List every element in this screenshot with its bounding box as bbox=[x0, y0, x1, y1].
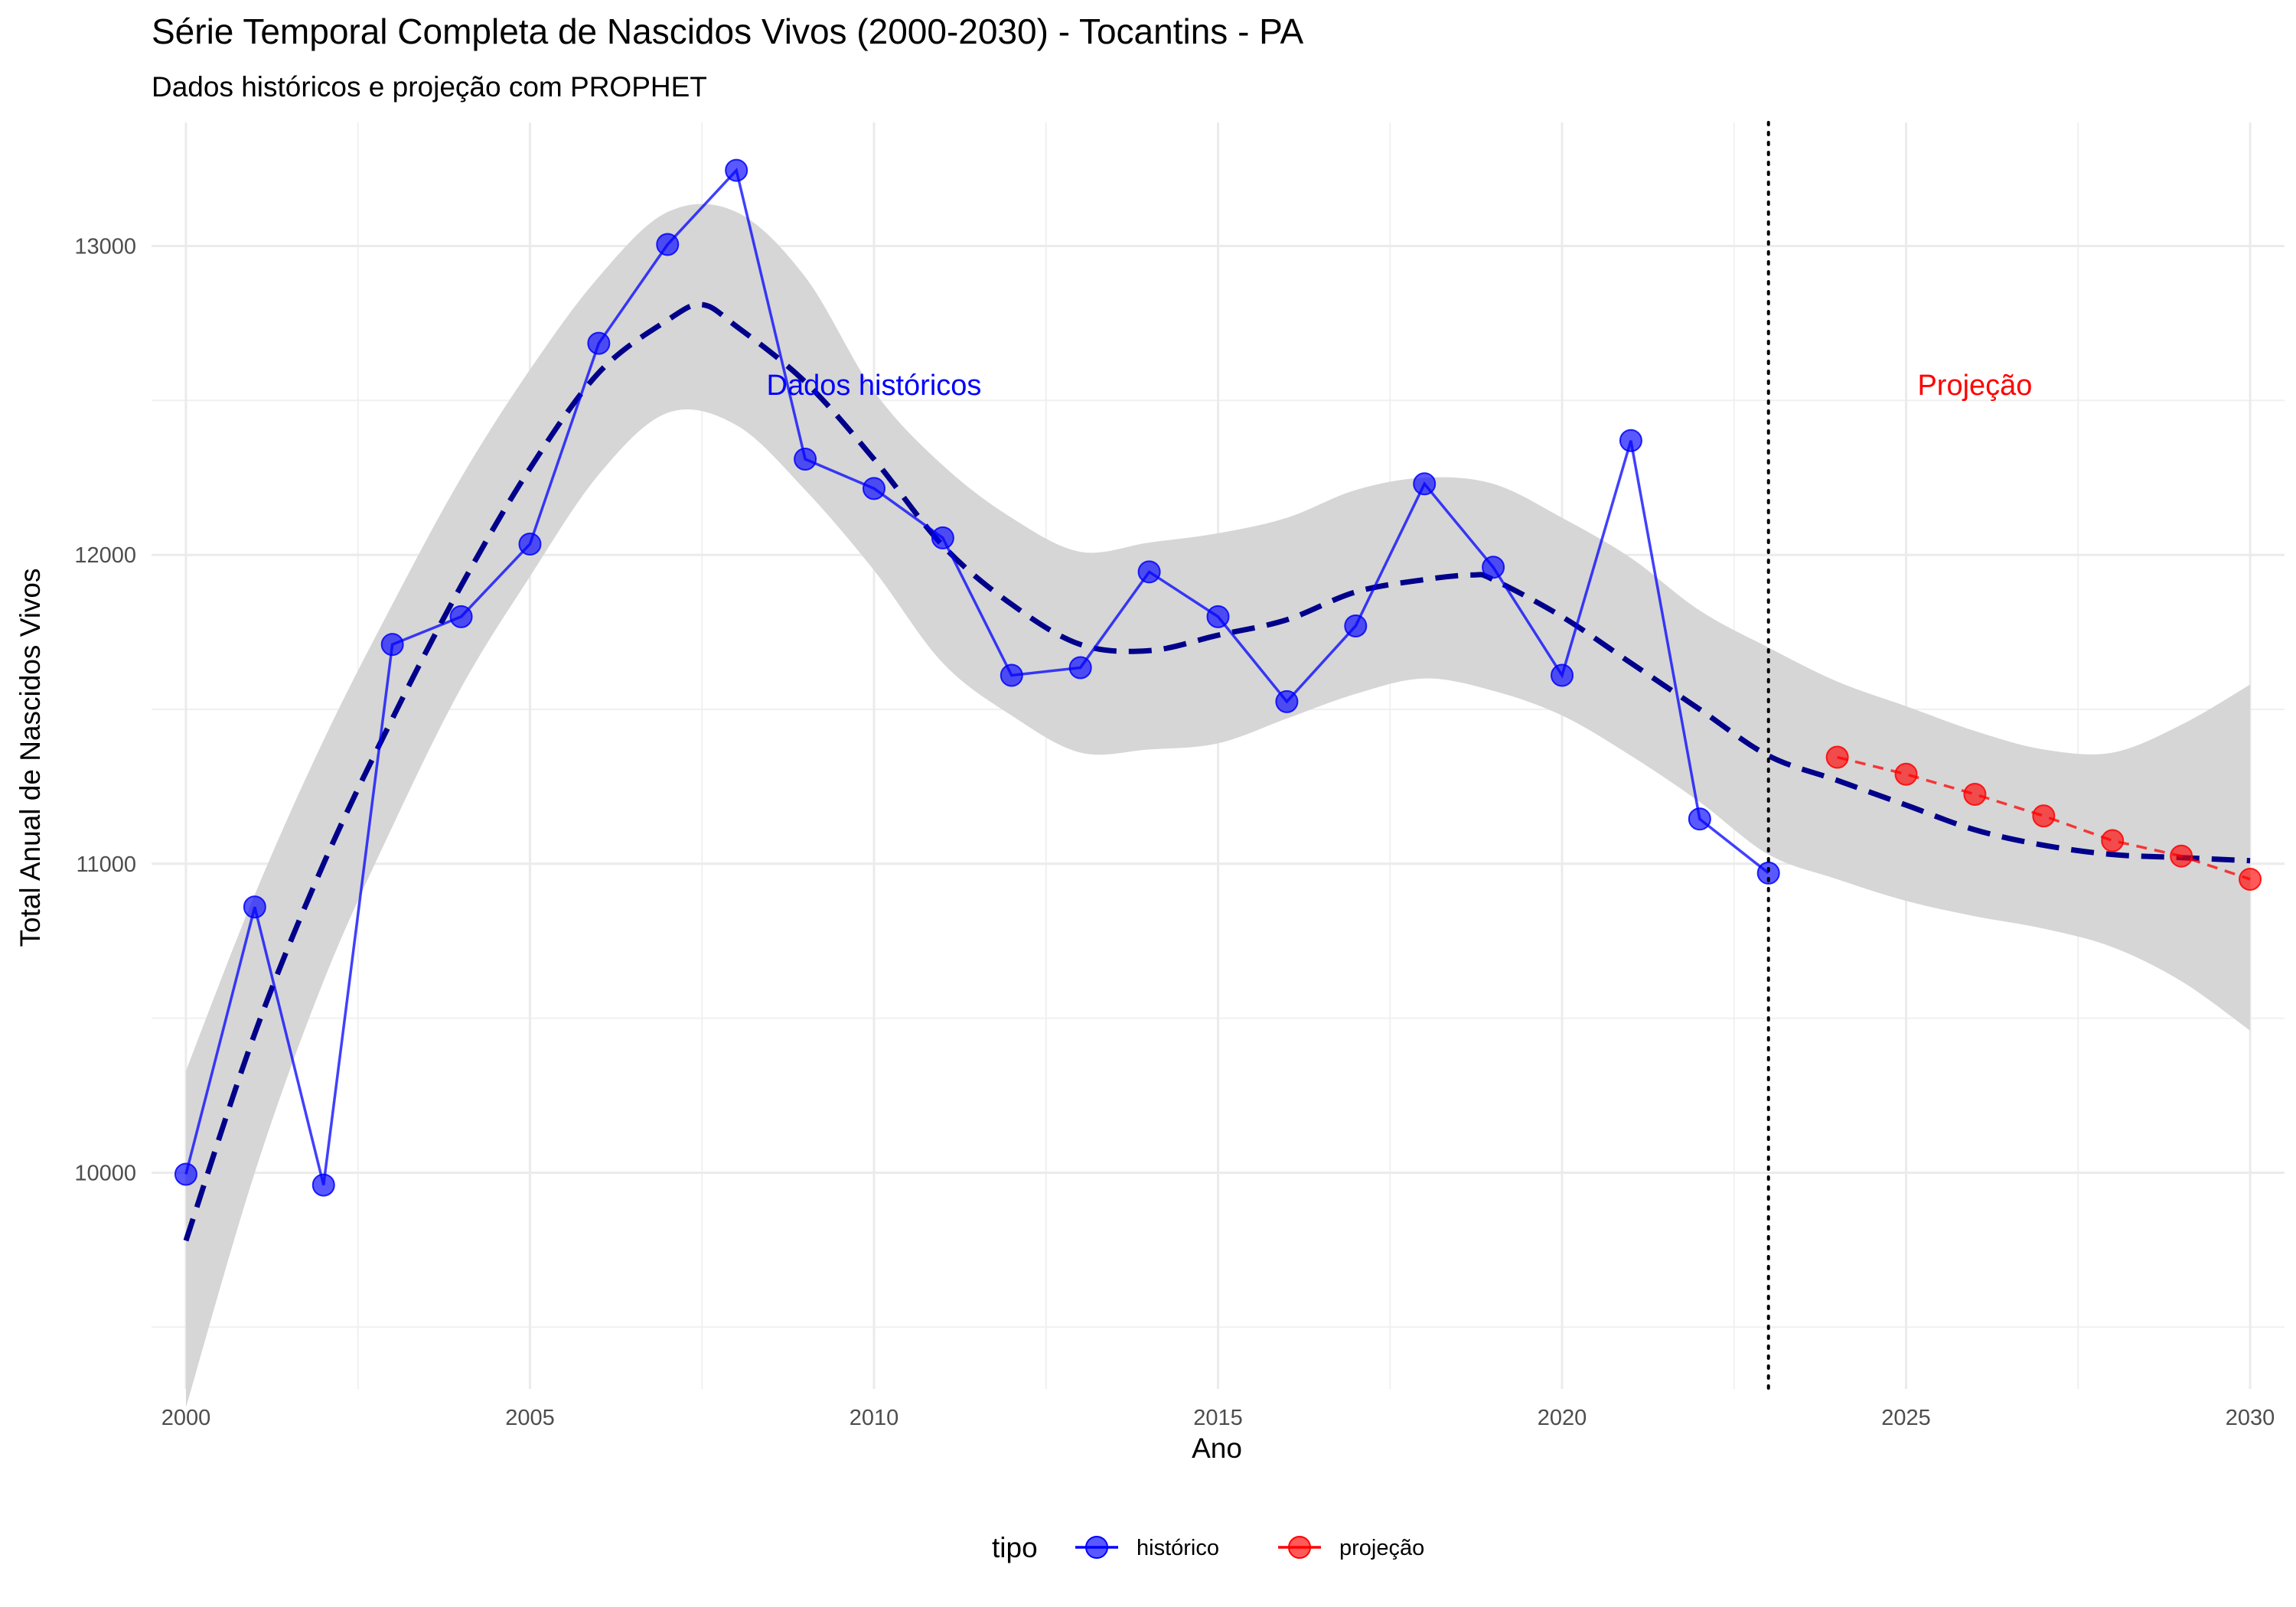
historico-point bbox=[1482, 556, 1505, 579]
y-tick-label: 12000 bbox=[74, 543, 136, 568]
projecao-point bbox=[2101, 829, 2125, 852]
y-tick-label: 11000 bbox=[77, 852, 137, 877]
historico-point bbox=[1344, 614, 1368, 637]
x-tick-label: 2005 bbox=[505, 1406, 555, 1430]
historico-point bbox=[174, 1162, 197, 1186]
historico-point bbox=[1275, 689, 1299, 713]
x-tick-label: 2000 bbox=[161, 1406, 211, 1430]
historico-point bbox=[1137, 560, 1161, 584]
projecao-point bbox=[2239, 867, 2262, 891]
legend-key-point bbox=[1288, 1536, 1311, 1559]
annotation-projecao: Projeção bbox=[1917, 370, 2032, 402]
historico-point bbox=[656, 233, 680, 256]
x-tick-label: 2030 bbox=[2226, 1406, 2275, 1430]
historico-point bbox=[725, 158, 748, 182]
historico-point bbox=[862, 477, 885, 500]
legend-label: projeção bbox=[1339, 1536, 1424, 1560]
confidence-band-layer bbox=[185, 204, 2251, 1408]
historico-point bbox=[380, 633, 404, 657]
historico-point bbox=[1413, 472, 1437, 496]
historico-point bbox=[794, 447, 817, 471]
confidence-band bbox=[185, 204, 2251, 1408]
historico-point bbox=[518, 532, 542, 556]
trend-line bbox=[183, 302, 2251, 1242]
historico-point bbox=[587, 331, 611, 355]
chart-subtitle: Dados históricos e projeção com PROPHET bbox=[152, 71, 707, 103]
y-axis-ticks: 10000 11000 12000 13000 bbox=[74, 234, 136, 1185]
x-tick-label: 2025 bbox=[1881, 1406, 1931, 1430]
projecao-point bbox=[2170, 844, 2193, 868]
historico-point bbox=[1000, 663, 1023, 687]
legend-label: histórico bbox=[1137, 1536, 1219, 1560]
projecao-point bbox=[1963, 782, 1987, 806]
historico-line bbox=[184, 167, 1769, 1186]
chart-title: Série Temporal Completa de Nascidos Vivo… bbox=[152, 11, 1303, 51]
legend-key-point bbox=[1085, 1536, 1108, 1559]
grid-major bbox=[152, 122, 2285, 1389]
historico-point bbox=[931, 526, 954, 549]
x-axis-ticks: 2000 2005 2010 2015 2020 2025 2030 bbox=[161, 1406, 2275, 1430]
historico-point bbox=[1068, 656, 1092, 680]
x-tick-label: 2015 bbox=[1193, 1406, 1243, 1430]
historico-point bbox=[1688, 807, 1711, 831]
historico-point bbox=[311, 1173, 335, 1197]
legend-items: histórico projeção bbox=[1075, 1536, 1424, 1560]
y-tick-label: 10000 bbox=[74, 1161, 136, 1185]
trend-layer bbox=[183, 302, 2251, 1242]
x-tick-label: 2010 bbox=[850, 1406, 899, 1430]
historico-point bbox=[1551, 663, 1574, 687]
annotation-layer: Dados históricos Projeção bbox=[767, 370, 2033, 402]
historico-point bbox=[1619, 429, 1642, 452]
x-axis-title: Ano bbox=[1192, 1433, 1242, 1464]
y-tick-label: 13000 bbox=[74, 234, 136, 259]
projecao-point bbox=[1825, 745, 1849, 769]
series-layer bbox=[174, 158, 2262, 1197]
historico-point bbox=[1206, 605, 1230, 628]
historico-point bbox=[243, 895, 266, 919]
annotation-dados-historicos: Dados históricos bbox=[767, 370, 982, 402]
historico-point bbox=[449, 605, 473, 628]
projecao-point bbox=[2032, 804, 2056, 828]
legend-title: tipo bbox=[992, 1532, 1038, 1563]
y-axis-title: Total Anual de Nascidos Vivos bbox=[15, 568, 46, 947]
x-tick-label: 2020 bbox=[1538, 1406, 1587, 1430]
legend: tipo histórico projeção bbox=[992, 1532, 1424, 1563]
projecao-point bbox=[1894, 762, 1918, 786]
